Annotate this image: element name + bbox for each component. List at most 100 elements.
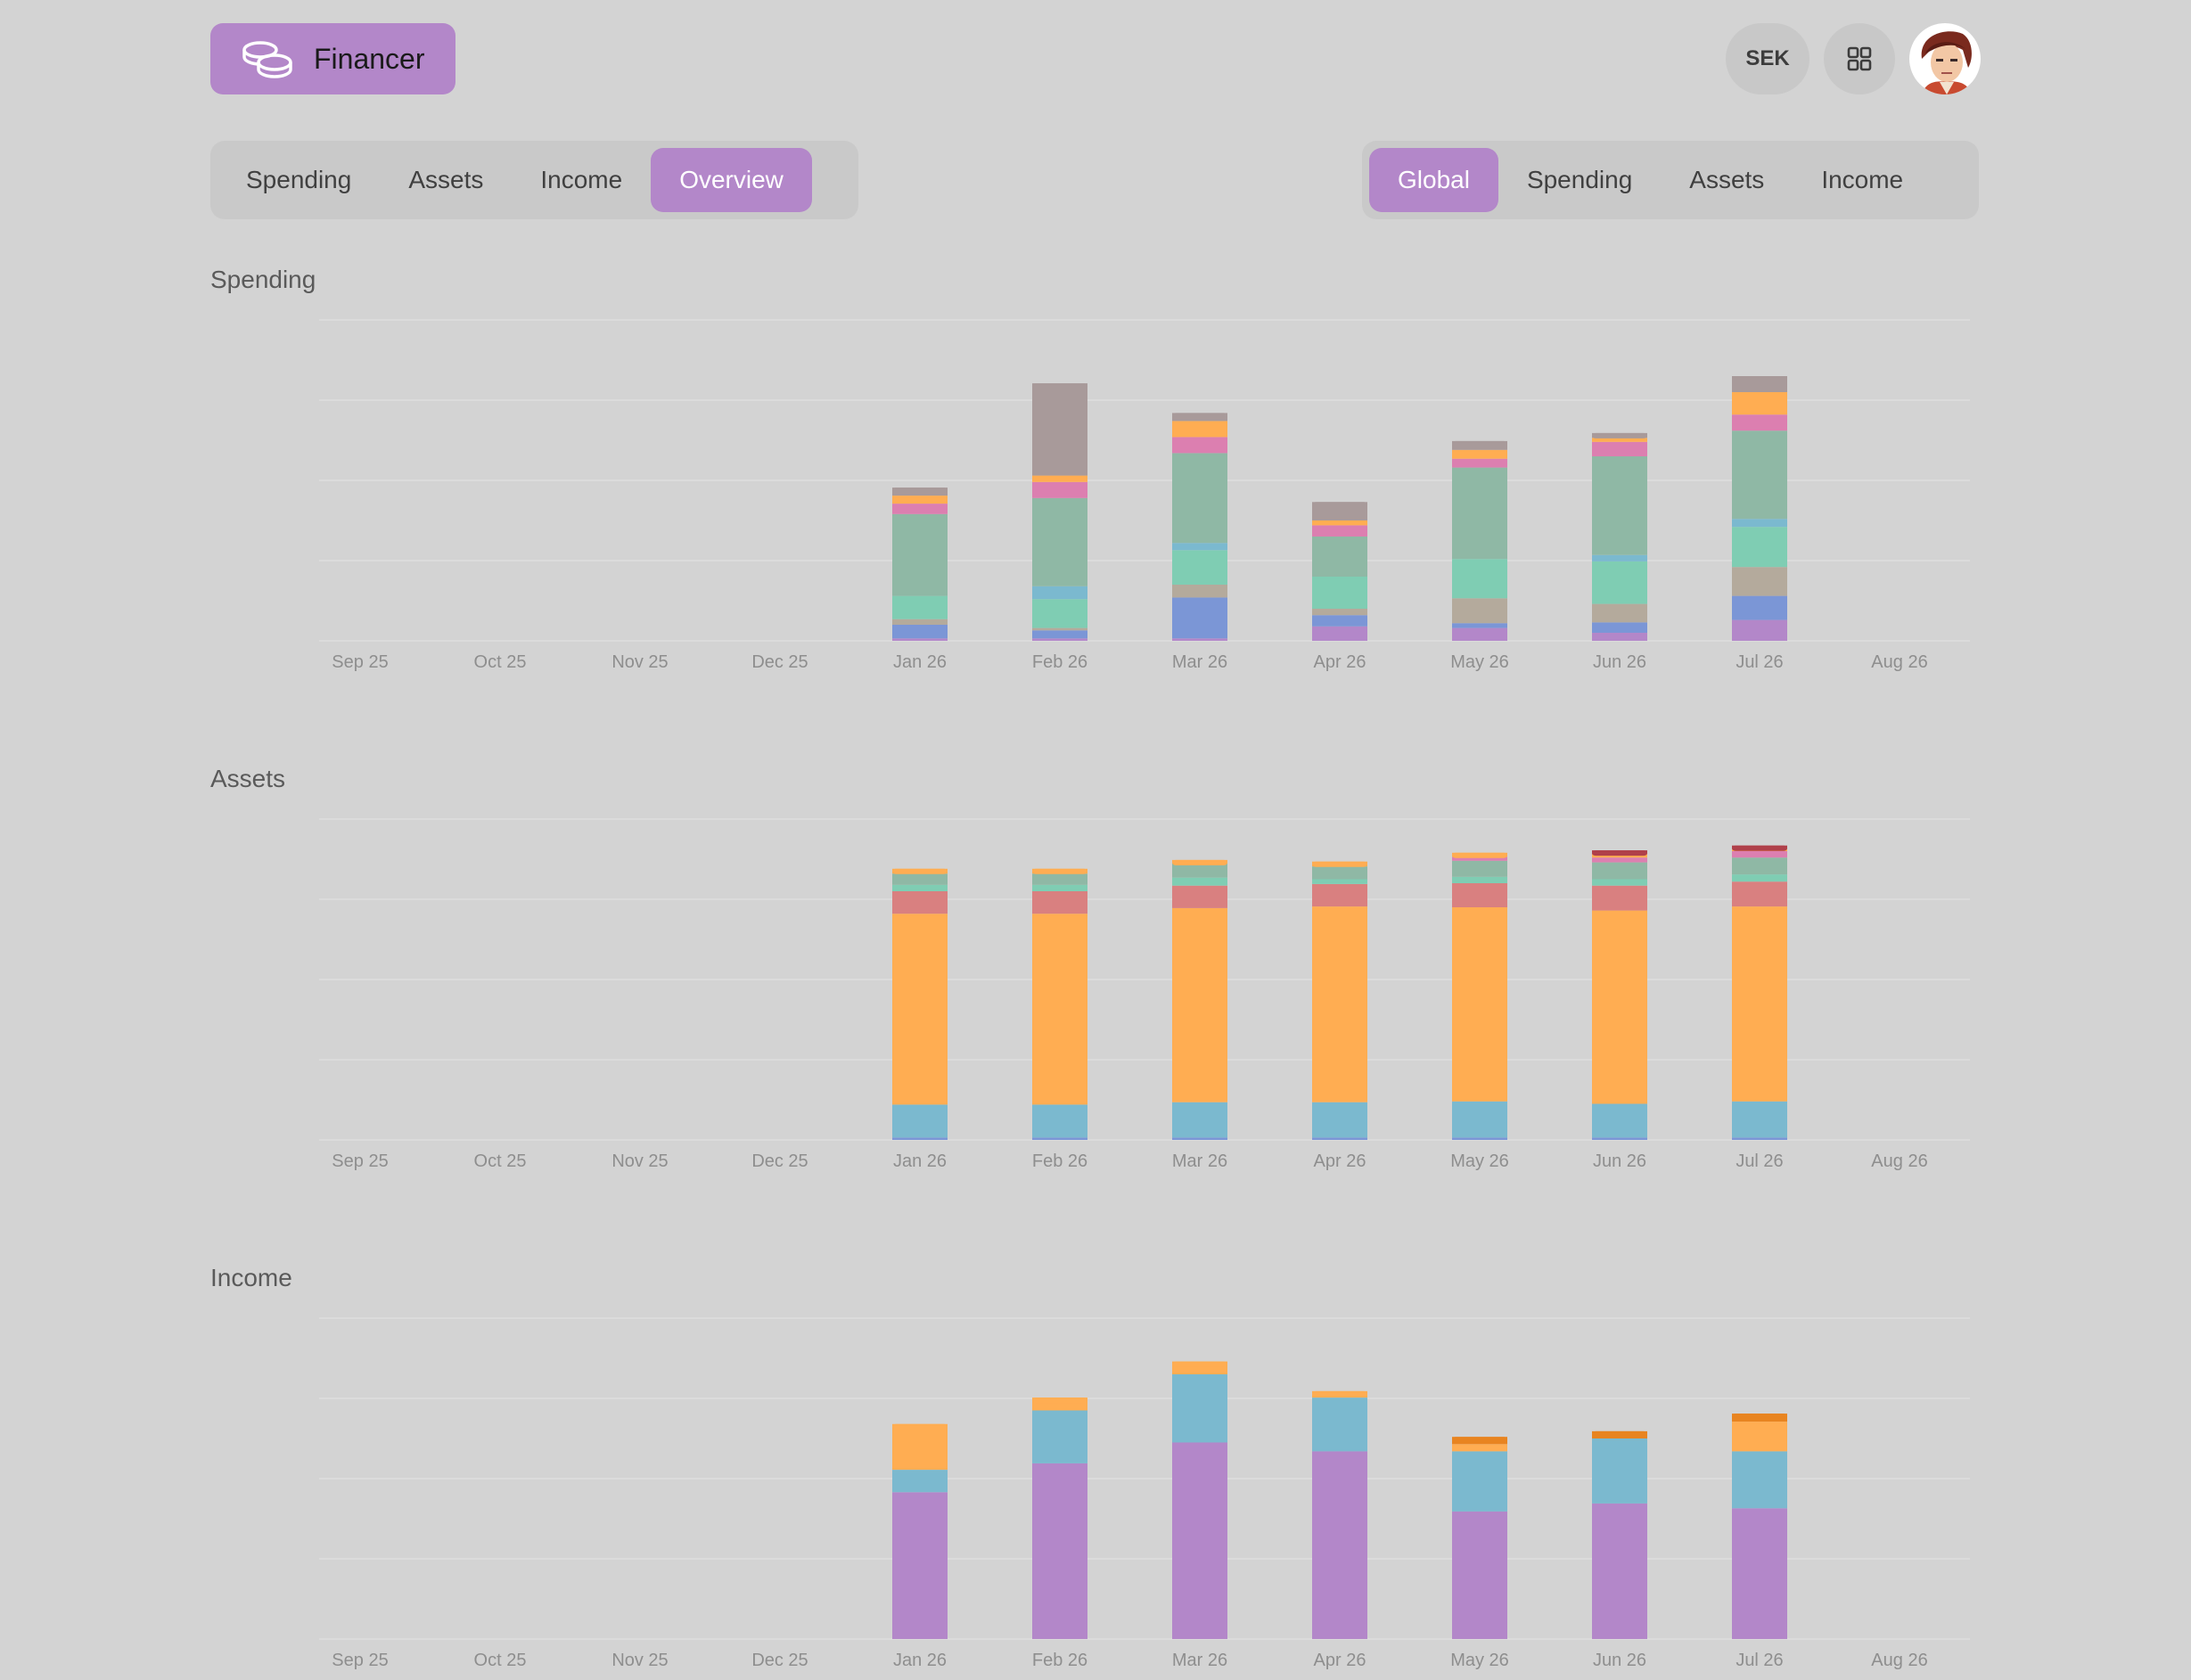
bar-segment[interactable] <box>1452 1451 1507 1512</box>
bar-segment[interactable] <box>1032 481 1087 498</box>
bar-segment[interactable] <box>1312 906 1367 1102</box>
bar-segment[interactable] <box>1732 1101 1787 1138</box>
bar-segment[interactable] <box>1172 1137 1227 1140</box>
bar-segment[interactable] <box>1312 615 1367 627</box>
bar-segment[interactable] <box>892 914 948 1105</box>
bar-segment[interactable] <box>1592 633 1647 641</box>
bar-segment[interactable] <box>1032 914 1087 1105</box>
bar-segment[interactable] <box>1172 877 1227 886</box>
bar-segment[interactable] <box>1032 383 1087 476</box>
bar-segment[interactable] <box>1172 543 1227 551</box>
bar-segment[interactable] <box>1312 525 1367 537</box>
bar-segment[interactable] <box>1592 441 1647 456</box>
bar-segment[interactable] <box>1452 467 1507 560</box>
bar-segment[interactable] <box>1032 638 1087 641</box>
bar-segment[interactable] <box>1172 550 1227 585</box>
bar-segment[interactable] <box>892 504 948 514</box>
bar-segment[interactable] <box>1032 873 1087 885</box>
bar-segment[interactable] <box>1452 449 1507 459</box>
bar-segment[interactable] <box>1312 520 1367 526</box>
bar-segment[interactable] <box>1592 1103 1647 1138</box>
bar-segment[interactable] <box>1732 392 1787 415</box>
bar-segment[interactable] <box>1732 881 1787 907</box>
bar-segment[interactable] <box>1172 597 1227 639</box>
tab-overview[interactable]: Overview <box>651 148 812 212</box>
bar-segment[interactable] <box>1732 1451 1787 1509</box>
bar-segment[interactable] <box>1032 1104 1087 1138</box>
bar-segment[interactable] <box>892 513 948 596</box>
bar-segment[interactable] <box>1592 1503 1647 1639</box>
tab-assets[interactable]: Assets <box>408 166 484 193</box>
bar-segment[interactable] <box>1732 874 1787 882</box>
bar-segment[interactable] <box>1172 421 1227 438</box>
currency-button[interactable]: SEK <box>1726 23 1809 94</box>
bar-segment[interactable] <box>1312 1397 1367 1452</box>
bar-segment[interactable] <box>1452 598 1507 624</box>
bar-segment[interactable] <box>1452 623 1507 628</box>
bar-segment[interactable] <box>1172 585 1227 598</box>
bar-segment[interactable] <box>1312 609 1367 616</box>
bar-segment[interactable] <box>1312 883 1367 907</box>
bar-segment[interactable] <box>1452 1137 1507 1140</box>
bar-segment[interactable] <box>892 496 948 504</box>
bar-segment[interactable] <box>1172 453 1227 544</box>
bar-segment[interactable] <box>1172 1102 1227 1138</box>
bar-segment[interactable] <box>1452 458 1507 468</box>
bar-segment[interactable] <box>1032 1137 1087 1140</box>
bar-segment[interactable] <box>1312 626 1367 641</box>
bar-segment[interactable] <box>1032 891 1087 914</box>
tab-scope-spending[interactable]: Spending <box>1526 166 1633 193</box>
bar-segment[interactable] <box>1032 630 1087 639</box>
bar-segment[interactable] <box>1452 883 1507 907</box>
bar-segment[interactable] <box>1732 595 1787 620</box>
bar-segment[interactable] <box>892 638 948 641</box>
bar-segment[interactable] <box>1452 1101 1507 1138</box>
bar-segment[interactable] <box>1312 1102 1367 1138</box>
bar-segment[interactable] <box>1732 527 1787 568</box>
bar-segment[interactable] <box>1732 906 1787 1102</box>
bar-segment[interactable] <box>1592 1137 1647 1140</box>
bar-segment[interactable] <box>1032 1463 1087 1639</box>
tab-income[interactable]: Income <box>540 166 623 193</box>
bar-segment[interactable] <box>1172 863 1227 878</box>
bar-segment[interactable] <box>1592 622 1647 633</box>
bar-segment[interactable] <box>892 625 948 639</box>
app-logo-button[interactable]: Financer <box>210 23 455 94</box>
bar-segment[interactable] <box>892 619 948 625</box>
bar-segment[interactable] <box>1592 456 1647 555</box>
bar-segment[interactable] <box>892 891 948 914</box>
tab-spending[interactable]: Spending <box>246 166 352 193</box>
bar-segment[interactable] <box>1452 627 1507 641</box>
tab-scope-assets[interactable]: Assets <box>1689 166 1765 193</box>
bar-segment[interactable] <box>1452 1511 1507 1639</box>
bar-segment[interactable] <box>1172 907 1227 1102</box>
bar-segment[interactable] <box>892 1492 948 1639</box>
bar-segment[interactable] <box>892 1137 948 1140</box>
bar-segment[interactable] <box>1592 910 1647 1104</box>
bar-segment[interactable] <box>1592 857 1647 863</box>
bar-segment[interactable] <box>1452 1444 1507 1452</box>
bar-segment[interactable] <box>1592 885 1647 911</box>
bar-segment[interactable] <box>1312 1451 1367 1639</box>
bar-segment[interactable] <box>1592 603 1647 623</box>
bar-segment[interactable] <box>1732 619 1787 641</box>
bar-segment[interactable] <box>1732 1137 1787 1140</box>
bar-segment[interactable] <box>1592 862 1647 880</box>
bar-segment[interactable] <box>1172 437 1227 454</box>
bar-segment[interactable] <box>1592 438 1647 442</box>
bar-segment[interactable] <box>1592 1438 1647 1504</box>
bar-segment[interactable] <box>1032 1410 1087 1463</box>
bar-segment[interactable] <box>1452 559 1507 599</box>
bar-segment[interactable] <box>1592 561 1647 604</box>
bar-segment[interactable] <box>1172 1374 1227 1443</box>
bar-segment[interactable] <box>1312 577 1367 609</box>
bar-segment[interactable] <box>892 595 948 619</box>
bar-segment[interactable] <box>1032 475 1087 482</box>
bar-segment[interactable] <box>1032 599 1087 628</box>
bar-segment[interactable] <box>892 1423 948 1471</box>
bar-segment[interactable] <box>1592 879 1647 886</box>
grid-button[interactable] <box>1824 23 1895 94</box>
bar-segment[interactable] <box>1732 857 1787 875</box>
bar-segment[interactable] <box>1312 1137 1367 1140</box>
bar-segment[interactable] <box>1032 884 1087 891</box>
